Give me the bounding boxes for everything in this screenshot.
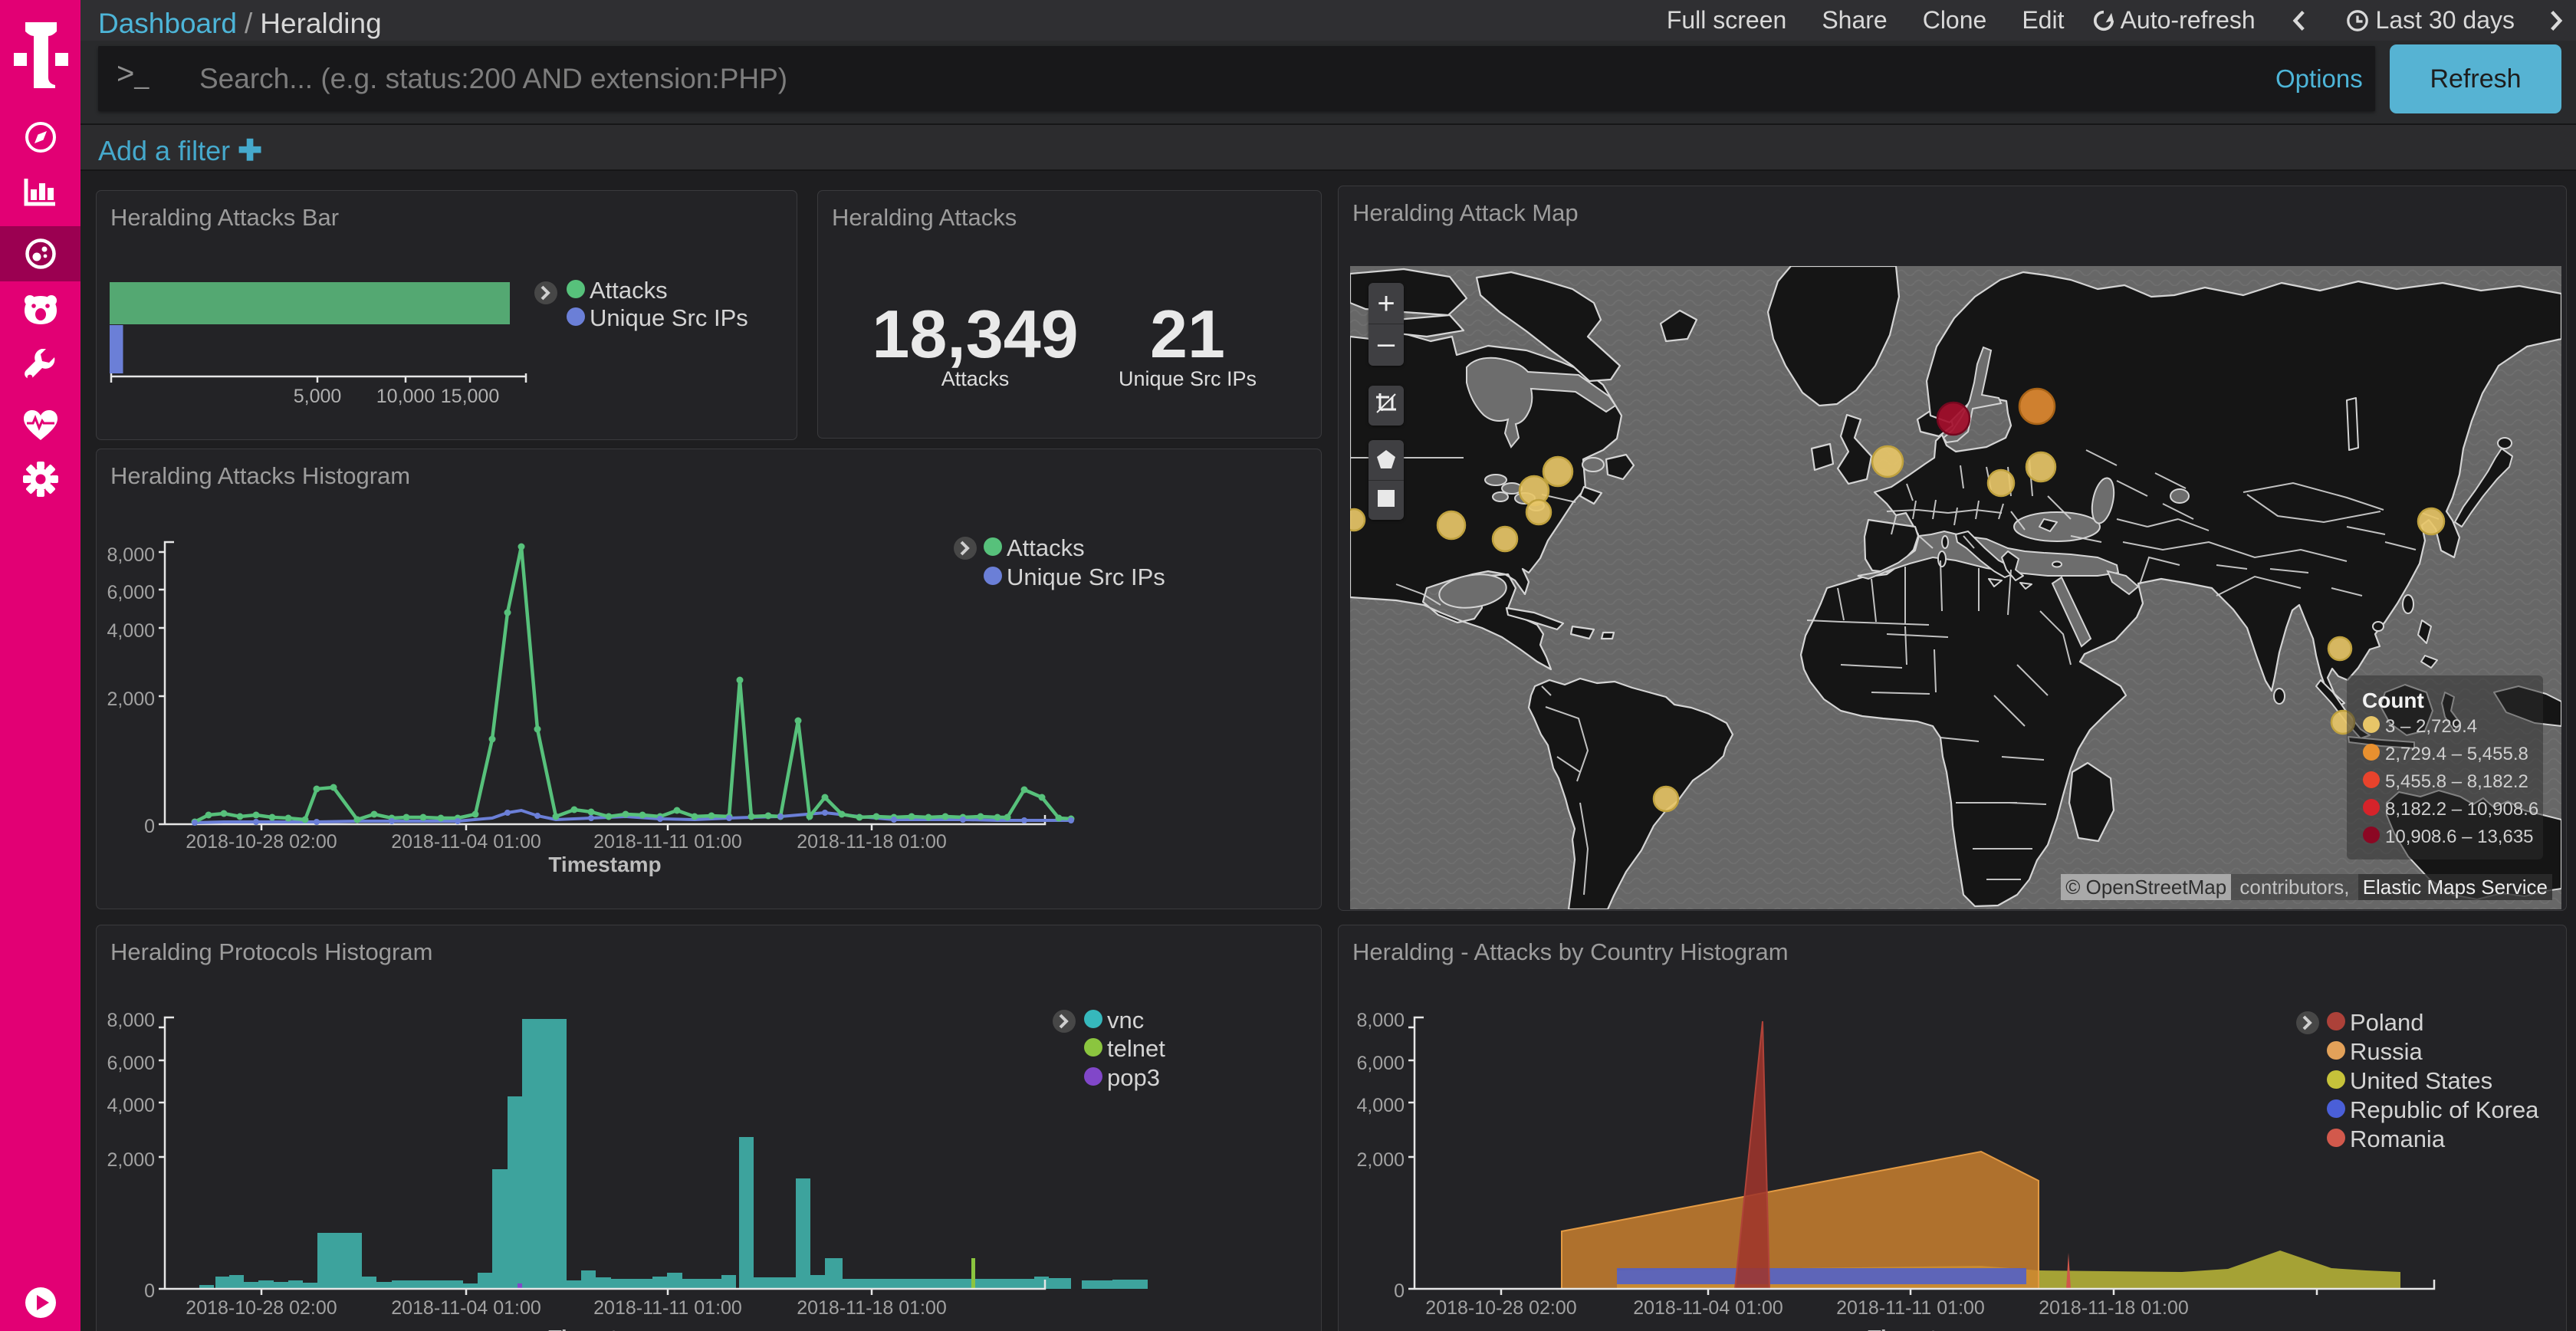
svg-text:6,000: 6,000 bbox=[1356, 1053, 1405, 1074]
svg-text:2018-11-18 01:00: 2018-11-18 01:00 bbox=[2039, 1297, 2189, 1319]
svg-text:Timestamp: Timestamp bbox=[1868, 1326, 1980, 1331]
svg-text:United States: United States bbox=[2350, 1067, 2492, 1094]
svg-text:Timestamp: Timestamp bbox=[548, 1326, 661, 1331]
svg-text:4,000: 4,000 bbox=[1356, 1095, 1405, 1116]
svg-text:6,000: 6,000 bbox=[107, 1053, 155, 1074]
svg-text:2018-11-04 01:00: 2018-11-04 01:00 bbox=[391, 1297, 541, 1319]
svg-text:10,000: 10,000 bbox=[376, 386, 435, 407]
svg-text:Unique Src IPs: Unique Src IPs bbox=[590, 304, 748, 331]
svg-text:2018-10-28 02:00: 2018-10-28 02:00 bbox=[186, 831, 337, 853]
svg-text:2018-10-28 02:00: 2018-10-28 02:00 bbox=[1425, 1297, 1576, 1319]
svg-text:Poland: Poland bbox=[2350, 1009, 2424, 1036]
svg-text:2018-11-11 01:00: 2018-11-11 01:00 bbox=[1836, 1297, 1985, 1319]
svg-text:0: 0 bbox=[144, 1280, 155, 1302]
svg-text:2,000: 2,000 bbox=[107, 1149, 155, 1171]
svg-text:Romania: Romania bbox=[2350, 1126, 2446, 1152]
svg-text:5,455.8 – 8,182.2: 5,455.8 – 8,182.2 bbox=[2385, 771, 2528, 792]
svg-text:Russia: Russia bbox=[2350, 1038, 2423, 1065]
svg-text:2018-11-11 01:00: 2018-11-11 01:00 bbox=[593, 831, 742, 853]
svg-text:2018-11-11 01:00: 2018-11-11 01:00 bbox=[593, 1297, 742, 1319]
svg-text:3 – 2,729.4: 3 – 2,729.4 bbox=[2385, 716, 2477, 737]
svg-text:8,182.2 – 10,908.6: 8,182.2 – 10,908.6 bbox=[2385, 799, 2538, 820]
svg-text:telnet: telnet bbox=[1107, 1035, 1165, 1062]
svg-text:Timestamp: Timestamp bbox=[548, 853, 661, 876]
svg-text:2,729.4 – 5,455.8: 2,729.4 – 5,455.8 bbox=[2385, 744, 2528, 764]
svg-text:8,000: 8,000 bbox=[107, 544, 155, 566]
svg-text:2018-11-04 01:00: 2018-11-04 01:00 bbox=[391, 831, 541, 853]
svg-text:pop3: pop3 bbox=[1107, 1064, 1160, 1091]
svg-text:2018-10-28 02:00: 2018-10-28 02:00 bbox=[186, 1297, 337, 1319]
svg-text:0: 0 bbox=[1394, 1280, 1405, 1302]
svg-text:0: 0 bbox=[144, 816, 155, 837]
svg-text:Attacks: Attacks bbox=[590, 277, 668, 304]
svg-text:Republic of Korea: Republic of Korea bbox=[2350, 1096, 2539, 1123]
svg-text:10,908.6 – 13,635: 10,908.6 – 13,635 bbox=[2385, 827, 2534, 847]
svg-text:Count: Count bbox=[2362, 689, 2424, 712]
svg-text:4,000: 4,000 bbox=[107, 1095, 155, 1116]
svg-text:2,000: 2,000 bbox=[1356, 1149, 1405, 1171]
svg-text:Unique Src IPs: Unique Src IPs bbox=[1007, 564, 1165, 590]
svg-text:vnc: vnc bbox=[1107, 1007, 1144, 1034]
svg-text:2018-11-04 01:00: 2018-11-04 01:00 bbox=[1633, 1297, 1783, 1319]
svg-text:2018-11-18 01:00: 2018-11-18 01:00 bbox=[797, 831, 947, 853]
svg-text:2,000: 2,000 bbox=[107, 689, 155, 710]
svg-text:4,000: 4,000 bbox=[107, 620, 155, 642]
svg-text:2018-11-18 01:00: 2018-11-18 01:00 bbox=[797, 1297, 947, 1319]
svg-text:Attacks: Attacks bbox=[1007, 534, 1085, 561]
svg-text:5,000: 5,000 bbox=[294, 386, 342, 407]
svg-text:8,000: 8,000 bbox=[107, 1010, 155, 1031]
svg-text:6,000: 6,000 bbox=[107, 582, 155, 603]
svg-text:8,000: 8,000 bbox=[1356, 1010, 1405, 1031]
svg-text:15,000: 15,000 bbox=[441, 386, 499, 407]
